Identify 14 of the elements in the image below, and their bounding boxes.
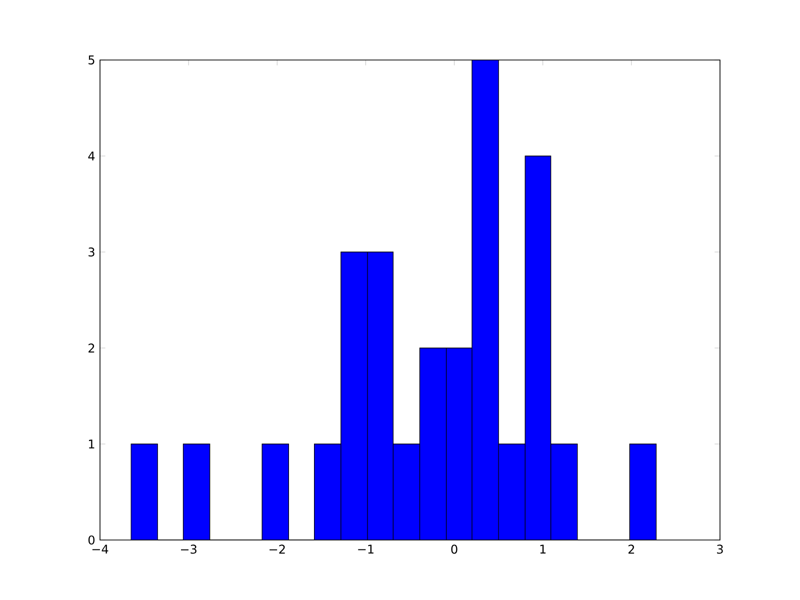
y-tick-label: 2 (88, 344, 94, 352)
y-tick-label: 1 (88, 440, 94, 448)
y-tick-label: 4 (88, 152, 95, 160)
y-tick-label: 5 (88, 56, 94, 64)
y-tick-label: 0 (88, 535, 95, 545)
x-tick-label: 1 (540, 544, 546, 554)
x-tick-label: 0 (451, 544, 458, 554)
x-tick-label: −2 (270, 544, 285, 554)
x-tick-label: −3 (180, 544, 196, 554)
x-tick-label: 3 (717, 544, 723, 554)
x-tick-label: −4 (92, 544, 108, 554)
x-tick-label: 2 (628, 544, 634, 554)
x-tick-label: −1 (358, 544, 374, 554)
y-tick-label: 3 (88, 247, 94, 257)
